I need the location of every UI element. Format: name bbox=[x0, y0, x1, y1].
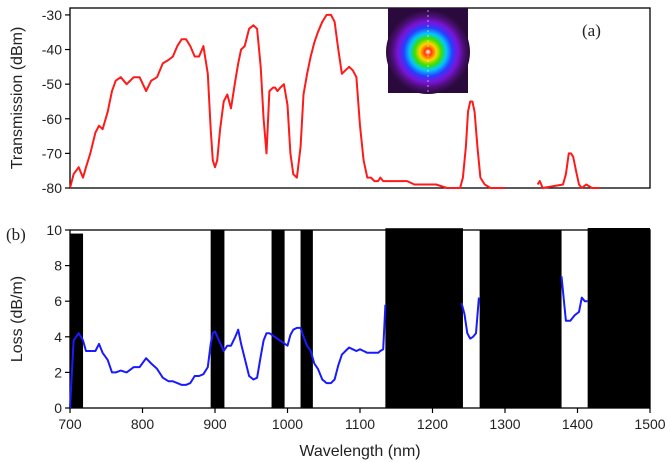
loss-bar bbox=[587, 228, 650, 408]
transmission-line bbox=[69, 13, 505, 189]
loss-bar bbox=[271, 230, 285, 408]
y-tick-label: -80 bbox=[42, 180, 62, 196]
loss-bar bbox=[479, 230, 562, 408]
loss-line bbox=[560, 276, 588, 322]
transmission-line bbox=[536, 152, 600, 189]
x-tick-label: 1500 bbox=[634, 416, 665, 432]
x-tick-label: 1200 bbox=[417, 416, 448, 432]
loss-line bbox=[69, 304, 387, 409]
loss-line bbox=[460, 297, 480, 340]
y-tick-label: 10 bbox=[46, 222, 62, 238]
plot-frame bbox=[69, 7, 651, 189]
y-tick-label: -40 bbox=[42, 42, 62, 58]
loss-bar bbox=[300, 230, 313, 408]
plot-frame bbox=[69, 229, 651, 409]
x-tick-label: 800 bbox=[131, 416, 155, 432]
mode-field bbox=[386, 10, 470, 94]
loss-panel: 0 2 4 6 8 10 700 800 900 1000 1100 1200 1300 1400 1500… bbox=[6, 222, 666, 460]
y-tick-label: 6 bbox=[54, 293, 62, 309]
panel-label: (a) bbox=[582, 21, 601, 40]
panel-label: (b) bbox=[6, 225, 26, 244]
y-tick-label: 8 bbox=[54, 258, 62, 274]
y-tick-label: 2 bbox=[54, 364, 62, 380]
mode-profile-inset bbox=[386, 8, 470, 94]
x-tick-label: 1000 bbox=[272, 416, 303, 432]
x-tick-label: 900 bbox=[203, 416, 227, 432]
y-tick-label: -70 bbox=[42, 145, 62, 161]
y-tick-label: -30 bbox=[42, 7, 62, 23]
y-axis-label: Transmission (dBm) bbox=[9, 27, 26, 170]
x-tick-label: 700 bbox=[58, 416, 82, 432]
y-tick-label: -60 bbox=[42, 111, 62, 127]
x-tick-label: 1400 bbox=[562, 416, 593, 432]
x-tick-label: 1300 bbox=[489, 416, 520, 432]
transmission-panel: -80 -70 -60 -50 -40 -30 Transmission (dBm) (a… bbox=[9, 7, 651, 196]
x-axis-label: Wavelength (nm) bbox=[299, 443, 420, 460]
loss-bar bbox=[385, 228, 463, 408]
y-axis-label: Loss (dB/m) bbox=[9, 276, 26, 362]
x-tick-label: 1100 bbox=[345, 416, 375, 432]
y-tick-label: 0 bbox=[54, 400, 62, 416]
y-tick-label: -50 bbox=[42, 76, 62, 92]
y-tick-label: 4 bbox=[54, 329, 62, 345]
loss-bar bbox=[210, 230, 225, 408]
